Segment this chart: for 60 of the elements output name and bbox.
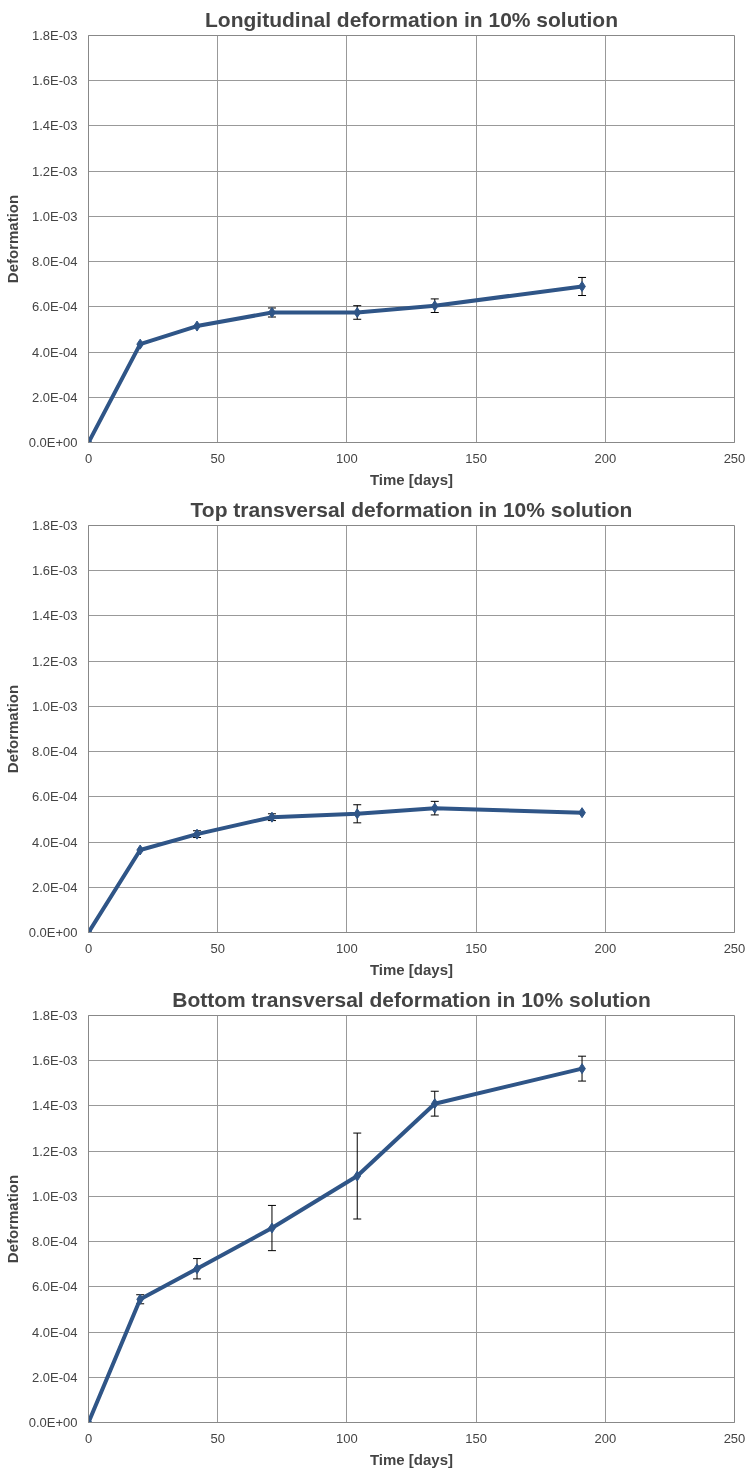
y-tick-label: 1.4E-03 [31,608,78,624]
chart-title: Longitudinal deformation in 10% solution [205,7,619,31]
x-tick-label: 200 [594,450,617,466]
y-tick-label: 4.0E-04 [31,1324,78,1340]
y-tick-label: 0.0E+00 [28,1415,78,1430]
x-tick-label: 0 [84,940,93,956]
y-tick-label: 1.2E-03 [31,1143,78,1159]
y-tick-label: 1.8E-03 [31,28,78,43]
y-tick-label: 1.6E-03 [31,563,78,579]
y-tick-label: 4.0E-04 [31,834,78,850]
x-tick-label: 0 [84,1430,93,1446]
y-tick-label: 1.0E-03 [31,1188,78,1204]
y-tick-label: 0.0E+00 [28,435,78,450]
x-tick-label: 200 [594,940,617,956]
point [353,1170,362,1182]
x-tick-label: 250 [723,940,746,956]
y-axis-title: Deformation [3,684,21,774]
x-tick-label: 150 [465,1430,487,1446]
y-tick-label: 0.0E+00 [28,925,78,940]
y-tick-label: 1.8E-03 [31,518,78,533]
chart-title: Top transversal deformation in 10% solution [190,497,633,521]
chart-title: Bottom transversal deformation in 10% solution [172,987,651,1011]
y-tick-label: 6.0E-04 [31,1279,78,1295]
y-tick-label: 1.2E-03 [31,653,78,669]
x-axis-title: Time [days] [369,1450,454,1468]
y-tick-label: 1.6E-03 [31,73,78,89]
y-tick-label: 1.4E-03 [31,118,78,134]
y-tick-label: 1.0E-03 [31,208,78,224]
y-axis-title: Deformation [3,1174,21,1264]
x-axis-title: Time [days] [369,960,454,978]
y-tick-label: 6.0E-04 [31,789,78,805]
x-tick-label: 200 [594,1430,617,1446]
y-tick-label: 1.4E-03 [31,1098,78,1114]
x-tick-label: 250 [723,1430,746,1446]
y-tick-label: 8.0E-04 [31,1234,78,1250]
x-tick-label: 250 [723,450,746,466]
point [136,338,145,350]
x-tick-label: 100 [336,1430,358,1446]
x-tick-label: 50 [210,940,225,956]
x-tick-label: 50 [210,1430,225,1446]
x-tick-label: 100 [336,450,358,466]
y-tick-label: 6.0E-04 [31,299,78,315]
x-tick-label: 50 [210,450,225,466]
y-tick-label: 1.6E-03 [31,1053,78,1069]
y-tick-label: 2.0E-04 [31,1369,78,1385]
x-tick-label: 150 [465,450,487,466]
x-tick-label: 0 [84,450,93,466]
y-tick-label: 1.0E-03 [31,698,78,714]
x-tick-label: 150 [465,940,487,956]
y-axis-title: Deformation [3,194,21,284]
y-tick-label: 2.0E-04 [31,879,78,895]
y-tick-label: 1.8E-03 [31,1008,78,1023]
x-axis-title: Time [days] [369,470,454,488]
y-tick-label: 8.0E-04 [31,254,78,270]
y-tick-label: 4.0E-04 [31,344,78,360]
x-tick-label: 100 [336,940,358,956]
point [430,1098,439,1110]
y-tick-label: 1.2E-03 [31,163,78,179]
y-tick-label: 8.0E-04 [31,744,78,760]
y-tick-label: 2.0E-04 [31,389,78,405]
